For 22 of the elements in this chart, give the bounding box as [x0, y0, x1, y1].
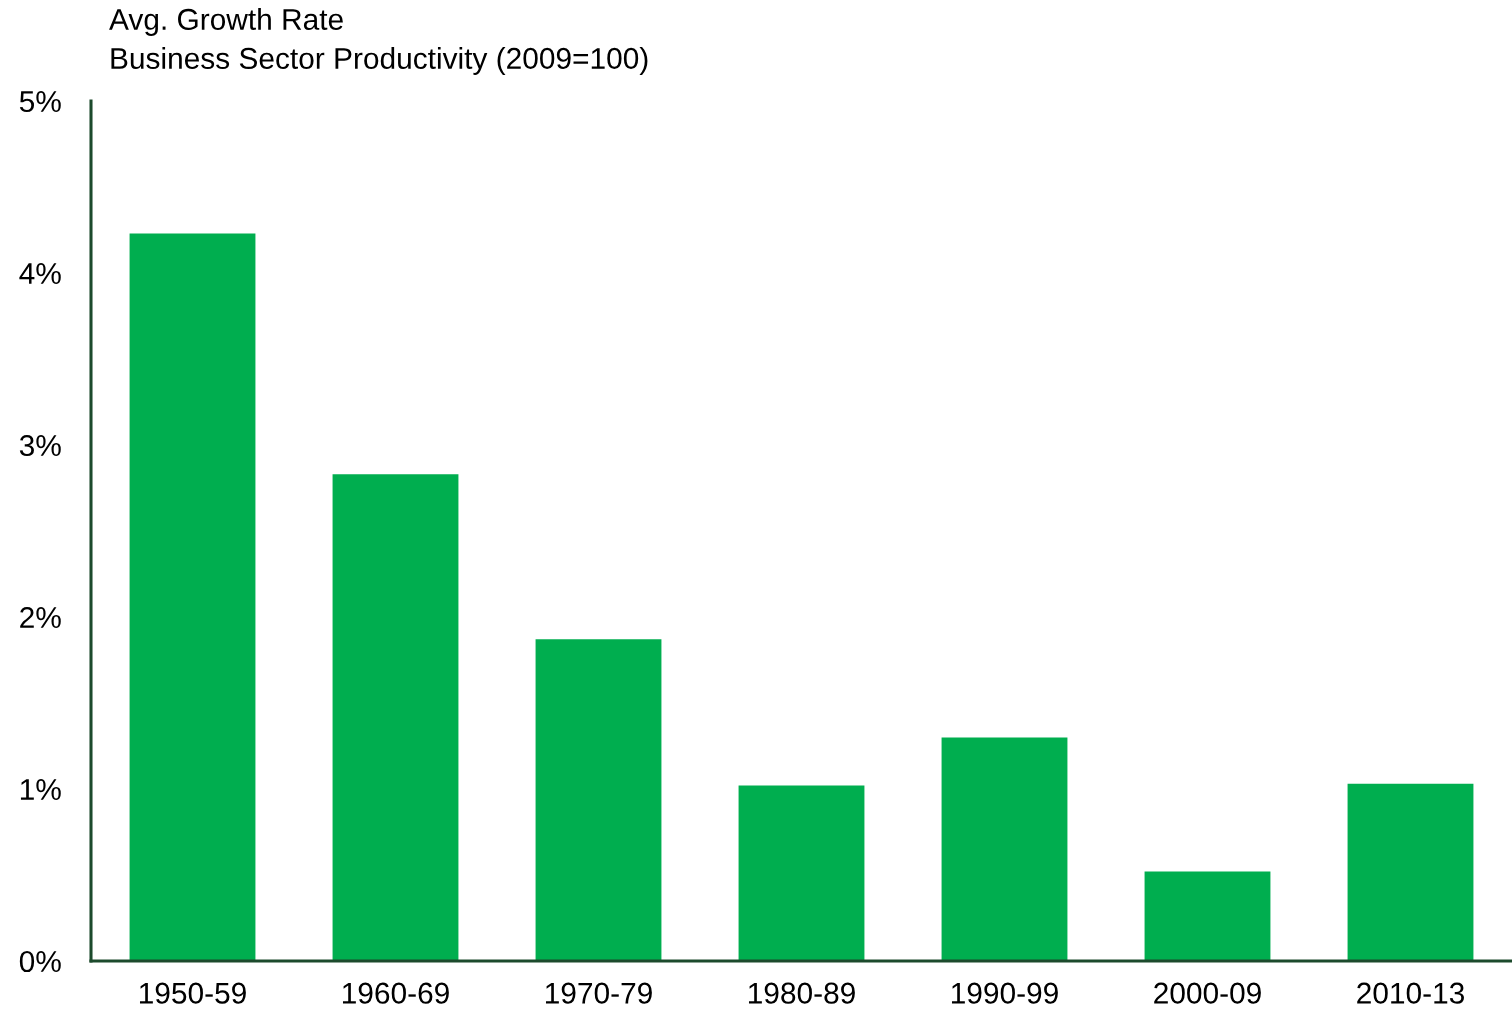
chart-subtitle: Business Sector Productivity (2009=100)	[111, 47, 648, 75]
x-tick-label: 1980-89	[748, 982, 855, 1004]
x-tick-label: 1970-79	[545, 982, 652, 1004]
y-tick-label: 3%	[19, 434, 61, 457]
x-tick-label: 1990-99	[951, 982, 1058, 1004]
chart-title: Avg. Growth Rate	[109, 8, 343, 36]
bar	[1144, 871, 1271, 961]
x-tick-label: 1960-69	[342, 982, 449, 1004]
y-tick-label: 0%	[19, 950, 61, 973]
y-tick-label: 5%	[19, 91, 61, 113]
x-tick-label: 2000-09	[1154, 982, 1261, 1004]
bar	[941, 737, 1068, 961]
y-tick-label: 1%	[20, 779, 61, 800]
y-tick-label: 2%	[20, 606, 61, 628]
bar	[1347, 783, 1474, 961]
y-tick-label: 4%	[19, 263, 61, 284]
bar	[332, 474, 459, 961]
x-tick-label: 1950-59	[139, 982, 246, 1004]
bar	[738, 785, 865, 961]
x-tick-label: 2010-13	[1357, 982, 1464, 1004]
bar	[535, 639, 662, 961]
bar	[129, 233, 256, 961]
